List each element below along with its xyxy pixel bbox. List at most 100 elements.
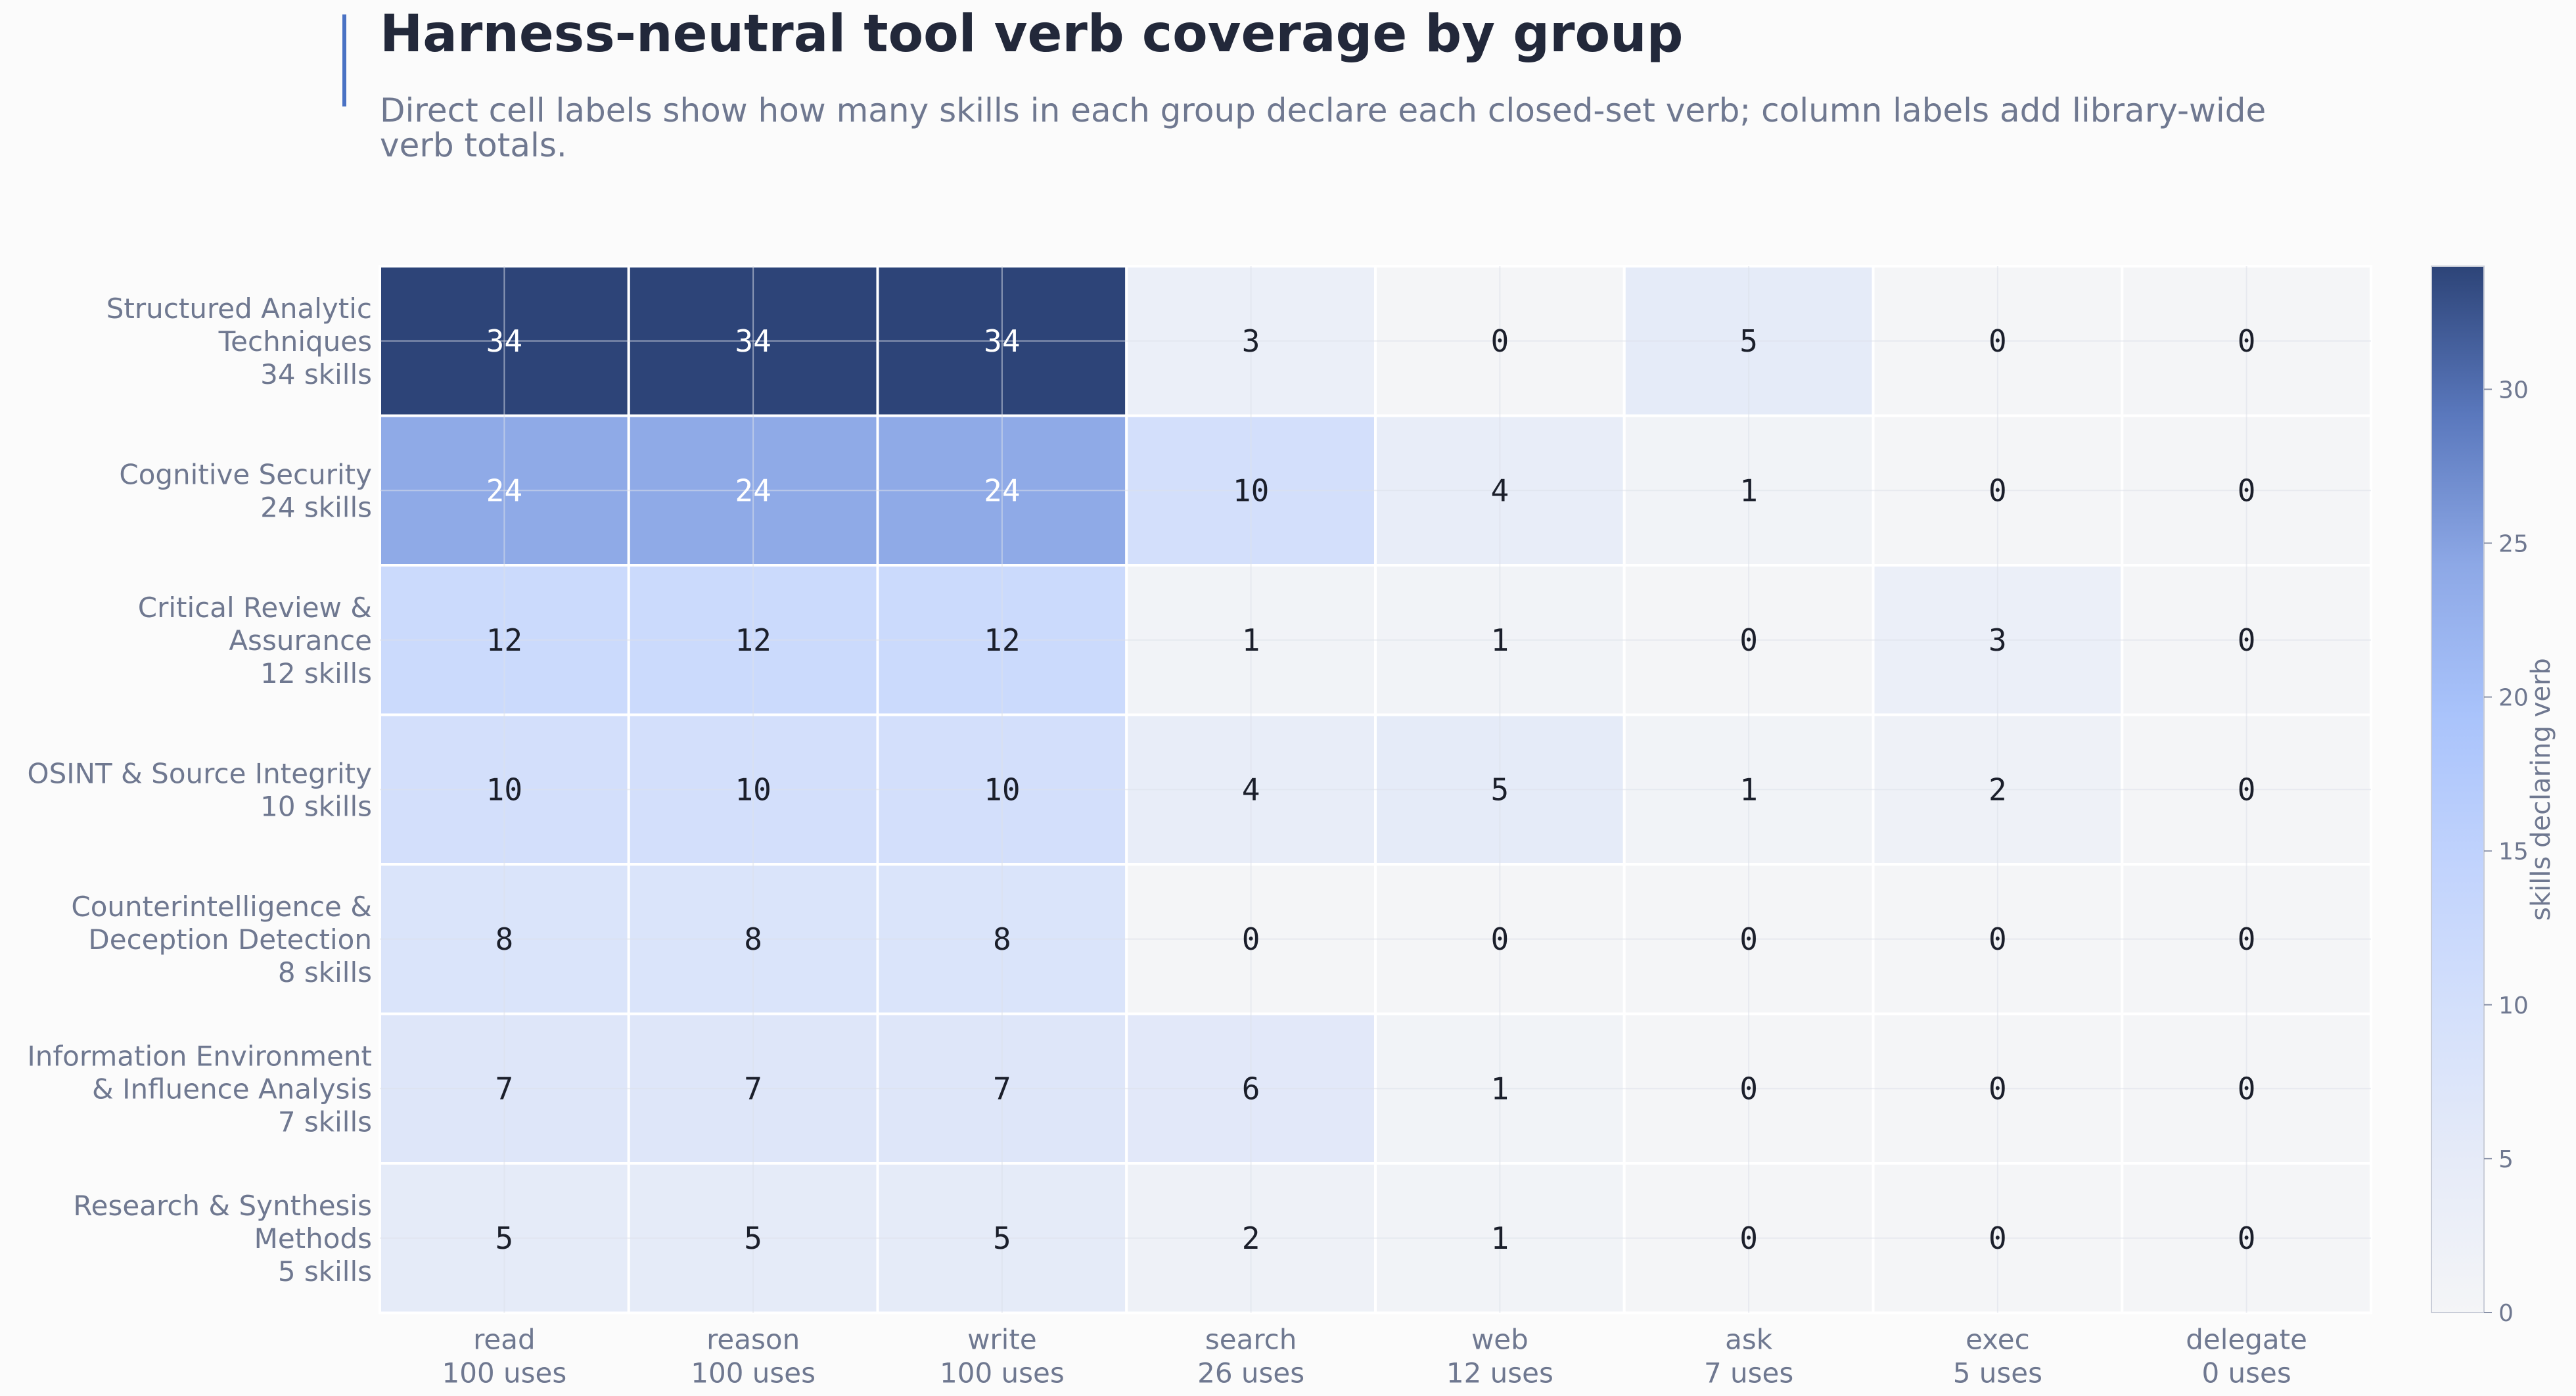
column-label-verb: ask (1725, 1324, 1773, 1356)
column-label-uses: 100 uses (691, 1357, 816, 1389)
cell-value-label: 1 (1242, 622, 1260, 658)
row-label: Techniques (218, 325, 372, 358)
column-label-uses: 12 uses (1446, 1357, 1553, 1389)
cell-value-label: 0 (1739, 1071, 1758, 1106)
row-label: & Influence Analysis (92, 1073, 372, 1105)
row-label: 8 skills (278, 956, 372, 989)
cell-value-label: 10 (486, 772, 522, 807)
column-label-uses: 100 uses (442, 1357, 567, 1389)
row-label: Assurance (229, 624, 372, 657)
cell-value-label: 34 (486, 323, 522, 359)
cell-value-label: 5 (744, 1221, 762, 1256)
column-label-uses: 5 uses (1953, 1357, 2042, 1389)
cell-value-label: 5 (993, 1221, 1011, 1256)
cell-value-label: 0 (2238, 921, 2256, 957)
row-label: Information Environment (27, 1040, 372, 1072)
cell-value-label: 0 (1739, 1221, 1758, 1256)
cell-value-label: 8 (495, 921, 514, 957)
column-label-uses: 0 uses (2201, 1357, 2291, 1389)
column-label-verb: search (1205, 1324, 1297, 1356)
chart-subtitle-line-1: Direct cell labels show how many skills … (380, 91, 2266, 129)
row-label: Counterintelligence & (71, 891, 372, 923)
row-label: Methods (254, 1222, 372, 1255)
cell-value-label: 10 (1233, 473, 1269, 508)
cell-value-label: 2 (1242, 1221, 1260, 1256)
cell-value-label: 24 (984, 473, 1020, 508)
cell-value-label: 12 (486, 622, 522, 658)
cell-value-label: 5 (495, 1221, 514, 1256)
cell-value-label: 34 (984, 323, 1020, 359)
cell-value-label: 4 (1242, 772, 1260, 807)
cell-value-label: 0 (2238, 622, 2256, 658)
cell-value-label: 7 (993, 1071, 1011, 1106)
cell-value-label: 1 (1491, 1071, 1509, 1106)
cell-value-label: 0 (2238, 772, 2256, 807)
heatmap-gridlines (380, 266, 2371, 1313)
cell-value-label: 4 (1491, 473, 1509, 508)
colorbar-tick-label: 15 (2498, 839, 2529, 866)
colorbar-tick-label: 30 (2498, 377, 2529, 404)
cell-value-label: 0 (1242, 921, 1260, 957)
cell-value-label: 24 (486, 473, 522, 508)
colorbar-tick-label: 0 (2498, 1300, 2514, 1327)
cell-value-label: 0 (1989, 1221, 2007, 1256)
cell-value-label: 1 (1739, 772, 1758, 807)
cell-value-label: 12 (984, 622, 1020, 658)
cell-value-label: 8 (993, 921, 1011, 957)
column-label-verb: write (967, 1324, 1037, 1356)
cell-value-label: 0 (1989, 323, 2007, 359)
column-label-uses: 7 uses (1704, 1357, 1793, 1389)
row-label: Critical Review & (138, 592, 372, 624)
cell-value-label: 0 (1491, 921, 1509, 957)
cell-value-label: 34 (735, 323, 771, 359)
row-label: 10 skills (260, 790, 372, 822)
title-accent-bar (342, 14, 346, 106)
row-label: Structured Analytic (106, 292, 372, 325)
cell-value-label: 0 (2238, 1071, 2256, 1106)
row-label: Cognitive Security (119, 458, 372, 490)
cell-value-label: 0 (2238, 323, 2256, 359)
cell-value-label: 3 (1989, 622, 2007, 658)
cell-value-label: 7 (744, 1071, 762, 1106)
row-label: 5 skills (278, 1255, 372, 1288)
cell-value-label: 1 (1491, 1221, 1509, 1256)
colorbar-tick-label: 5 (2498, 1146, 2514, 1173)
row-label: 7 skills (278, 1105, 372, 1138)
cell-value-label: 10 (984, 772, 1020, 807)
cell-value-label: 3 (1242, 323, 1260, 359)
column-label-verb: delegate (2186, 1324, 2307, 1356)
cell-value-label: 0 (1989, 1071, 2007, 1106)
chart-subtitle-line-2: verb totals. (380, 126, 567, 164)
column-label-verb: read (473, 1324, 536, 1356)
cell-value-label: 8 (744, 921, 762, 957)
row-label: 34 skills (260, 358, 372, 390)
cell-value-label: 12 (735, 622, 771, 658)
row-label: Deception Detection (88, 923, 372, 956)
row-label: 24 skills (260, 491, 372, 523)
heatmap-value-labels: 34 34 34 3 0 5 0 024 24 24 10 4 1 0 012 12 12 1 1 0 3 010 10 10… (486, 323, 2256, 1256)
cell-value-label: 1 (1739, 473, 1758, 508)
cell-value-label: 0 (1739, 921, 1758, 957)
cell-value-label: 24 (735, 473, 771, 508)
cell-value-label: 5 (1491, 772, 1509, 807)
cell-value-label: 0 (2238, 473, 2256, 508)
cell-value-label: 5 (1739, 323, 1758, 359)
row-label: OSINT & Source Integrity (28, 757, 372, 789)
colorbar-label: skills declaring verb (2526, 658, 2556, 921)
cell-value-label: 0 (1989, 921, 2007, 957)
row-label: Research & Synthesis (73, 1190, 372, 1222)
cell-value-label: 2 (1989, 772, 2007, 807)
colorbar-tick-label: 25 (2498, 530, 2529, 557)
column-label-verb: web (1471, 1324, 1529, 1356)
column-label-verb: exec (1966, 1324, 2030, 1356)
cell-value-label: 0 (1491, 323, 1509, 359)
column-label-uses: 100 uses (940, 1357, 1065, 1389)
cell-value-label: 1 (1491, 622, 1509, 658)
cell-value-label: 6 (1242, 1071, 1260, 1106)
cell-value-label: 0 (1989, 473, 2007, 508)
colorbar-tick-label: 20 (2498, 685, 2529, 712)
colorbar: 0 5 10 15 20 25 30 skills declaring verb (2431, 266, 2556, 1327)
